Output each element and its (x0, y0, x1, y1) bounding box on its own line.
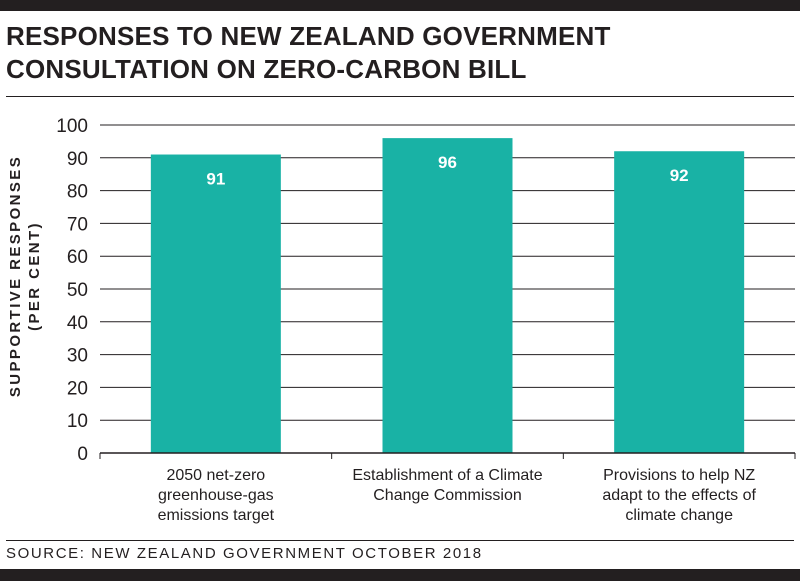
y-tick-labels: 0 10 20 30 40 50 60 70 80 90 100 (56, 116, 88, 465)
category-label-2: Establishment of a Climate Change Commiss… (352, 467, 542, 504)
y-tick-label: 80 (67, 182, 88, 203)
bar-3 (614, 151, 745, 454)
y-tick-label: 70 (67, 214, 88, 235)
bars (150, 138, 745, 454)
data-label-2: 96 (438, 153, 457, 172)
category-label-1: 2050 net-zero greenhouse-gas emissions tar… (158, 467, 275, 524)
chart-title: RESPONSES TO NEW ZEALAND GOVERNMENT CONS… (6, 21, 611, 84)
y-tick-label: 20 (67, 378, 88, 399)
x-axis (99, 452, 796, 459)
y-tick-label: 30 (67, 346, 88, 367)
data-label-3: 92 (670, 166, 689, 185)
bottom-rule (0, 569, 800, 581)
category-labels: 2050 net-zero greenhouse-gas emissions tar… (158, 467, 757, 524)
y-tick-label: 90 (67, 149, 88, 170)
y-tick-label: 40 (67, 313, 88, 334)
y-axis-label: SUPPORTIVE RESPONSES (PER CENT) (7, 155, 43, 397)
y-tick-label: 50 (67, 280, 88, 301)
bar-1 (150, 154, 281, 453)
category-label-line: greenhouse-gas (158, 487, 274, 504)
y-axis-label-line: (PER CENT) (26, 221, 43, 331)
y-tick-label: 60 (67, 247, 88, 268)
category-label-line: emissions target (158, 507, 275, 524)
category-label-3: Provisions to help NZ adapt to the effect… (602, 467, 756, 524)
y-tick-label: 10 (67, 411, 88, 432)
title-divider (6, 96, 794, 97)
category-label-line: Change Commission (373, 487, 522, 504)
y-axis-label-line: SUPPORTIVE RESPONSES (7, 155, 24, 397)
category-label-line: adapt to the effects of (602, 487, 756, 504)
top-rule (0, 0, 800, 11)
y-tick-label: 0 (77, 444, 88, 465)
category-label-line: 2050 net-zero (166, 467, 265, 484)
y-tick-label: 100 (56, 116, 88, 137)
data-label-1: 91 (206, 170, 225, 189)
category-label-line: Establishment of a Climate (352, 467, 542, 484)
bar-2 (382, 138, 513, 453)
category-label-line: climate change (625, 507, 733, 524)
source-note: SOURCE: NEW ZEALAND GOVERNMENT OCTOBER 2… (6, 545, 483, 562)
category-label-line: Provisions to help NZ (603, 467, 755, 484)
data-labels: 91 96 92 (206, 153, 688, 188)
source-divider (6, 540, 794, 541)
